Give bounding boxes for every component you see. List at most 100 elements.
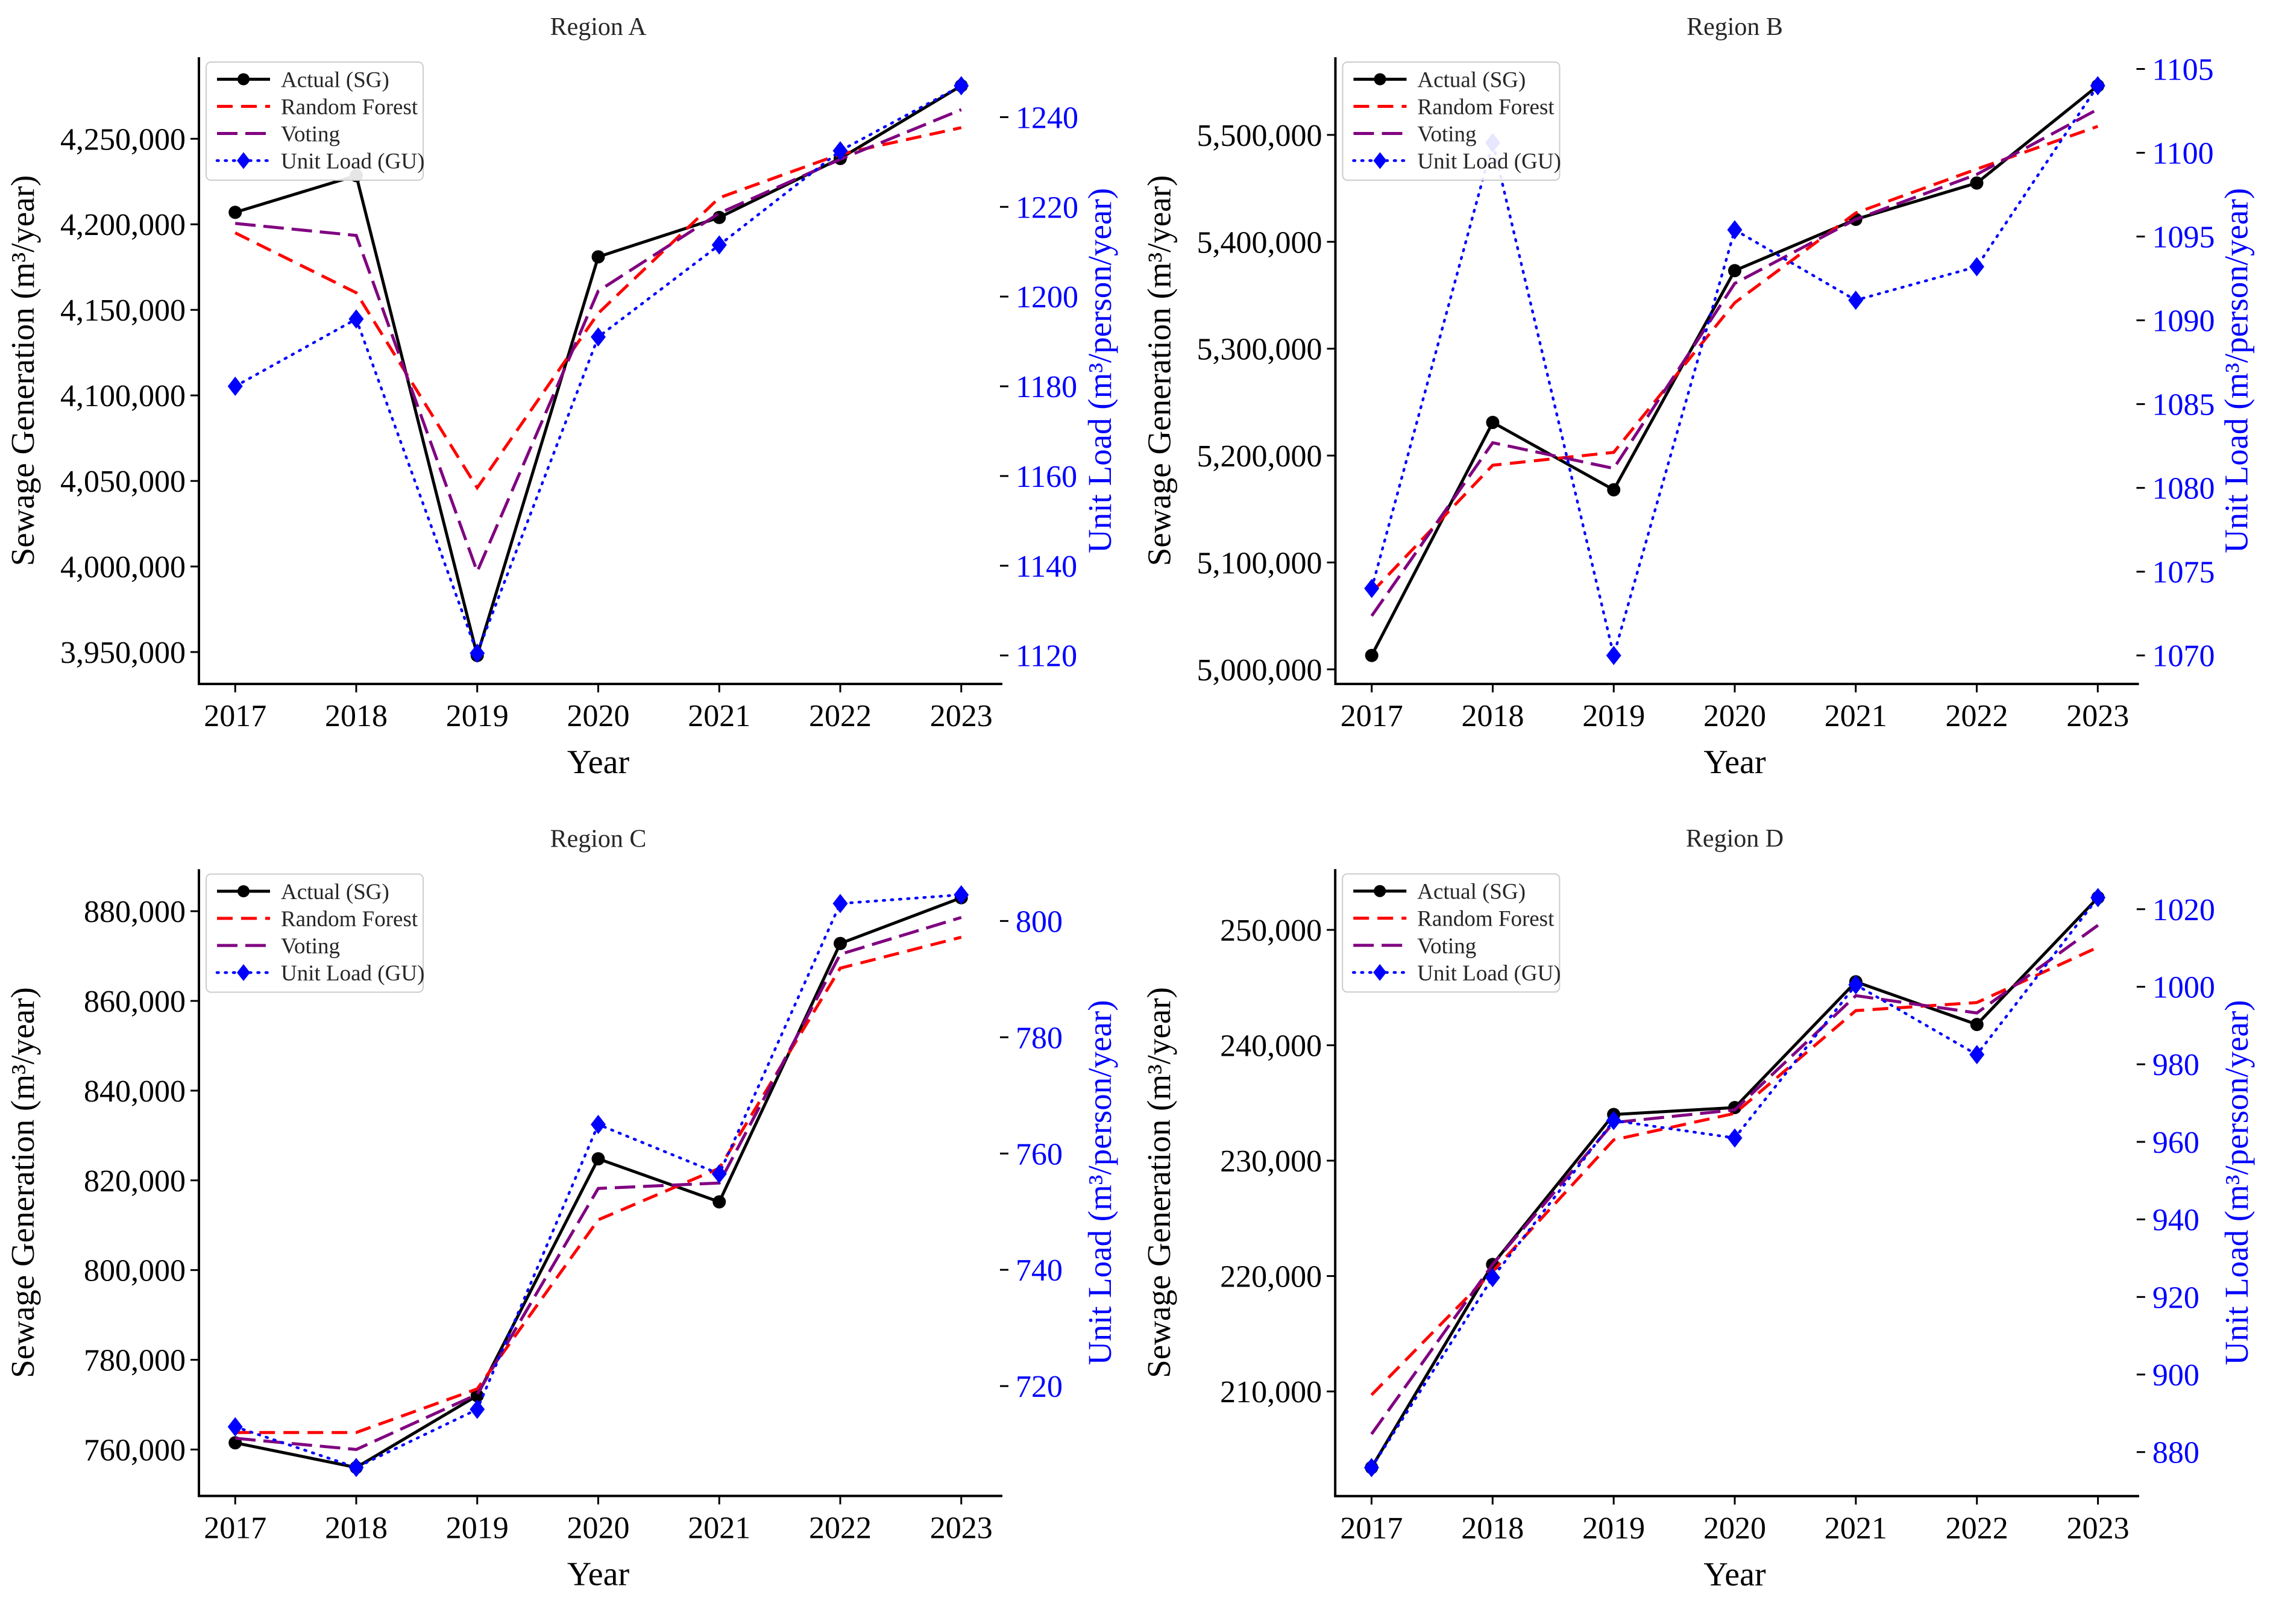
y-tick-label-left: 5,200,000 [1197,439,1322,474]
x-tick-label: 2022 [809,1511,872,1546]
y-tick-label-right: 1220 [1016,190,1078,225]
legend-marker-circle [237,885,250,897]
marker-diamond [832,141,848,161]
y-tick-label-left: 220,000 [1220,1260,1322,1294]
series-group [1364,76,2105,665]
chart-title: Region D [1686,825,1784,853]
legend-label: Random Forest [281,907,418,932]
y-axis-label-left: Sewage Generation (m³/year) [1140,987,1177,1378]
y-axis-right-ticks: 1120 1140 1160 1180 1200 1220 1240 [1000,101,1078,674]
x-tick-label: 2019 [1582,699,1645,733]
marker-diamond [348,1458,364,1478]
y-tick-label-right: 1180 [1016,370,1077,404]
y-tick-label-left: 5,500,000 [1197,119,1322,153]
y-axis-label-right: Unit Load (m³/person/year) [2218,188,2255,553]
x-axis-ticks: 2017 2018 2019 2020 2021 2022 2023 [1340,1496,2130,1546]
y-tick-label-left: 4,000,000 [60,550,186,585]
y-tick-label-right: 740 [1016,1253,1063,1288]
y-tick-label-right: 1240 [1016,101,1078,135]
legend-item-actual-sg: Actual (SG) [1353,68,1526,93]
legend-label: Voting [1417,934,1476,959]
y-tick-label-left: 4,250,000 [60,122,186,157]
y-tick-label-right: 880 [2152,1436,2199,1470]
series-line-random-forest [1370,125,2099,594]
y-axis-left-ticks: 210,000 220,000 230,000 240,000 250,000 [1220,914,1336,1409]
y-tick-label-right: 1140 [1016,550,1077,584]
marker-diamond [1606,645,1621,665]
y-axis-left-ticks: 3,950,000 4,000,000 4,050,000 4,100,000 4,15… [60,122,199,670]
y-tick-label-left: 5,400,000 [1197,225,1322,260]
marker-diamond [711,235,727,255]
marker-diamond [1606,1111,1621,1130]
y-tick-label-right: 1090 [2152,304,2215,339]
series-line-random-forest [1370,945,2099,1396]
marker-circle [228,205,242,219]
marker-circle [1728,264,1741,278]
y-tick-label-right: 1160 [1016,460,1077,494]
x-tick-label: 2021 [688,699,750,733]
y-axis-label-right: Unit Load (m³/person/year) [1081,1000,1118,1365]
chart-title: Region C [550,826,647,853]
marker-circle [1365,648,1379,662]
legend-label: Unit Load (GU) [1417,961,1561,986]
legend-label: Random Forest [1417,907,1555,932]
marker-diamond [591,1115,606,1135]
y-tick-label-right: 960 [2152,1126,2199,1160]
marker-circle [712,1195,726,1209]
y-tick-label-right: 1200 [1016,280,1078,315]
legend-marker-circle [1374,73,1386,86]
axes-spines [198,57,1002,685]
series-line-random-forest [235,935,962,1434]
y-tick-label-right: 940 [2152,1203,2199,1238]
legend-item-random-forest: Random Forest [1353,95,1555,120]
marker-diamond [2090,76,2105,96]
y-axis-right-ticks: 880 900 920 940 960 980 1000 1020 [2136,893,2215,1470]
chart-region-c: Region C 760,000 780,000 800,000 820,000 840,… [0,812,1136,1624]
y-tick-label-left: 5,300,000 [1197,333,1322,367]
x-tick-label: 2017 [1341,699,1403,733]
x-tick-label: 2018 [325,699,388,733]
y-tick-label-left: 5,000,000 [1197,653,1322,688]
y-tick-label-right: 1120 [1016,639,1077,674]
y-tick-label-left: 860,000 [84,985,186,1019]
marker-circle [1970,1018,1984,1032]
y-tick-label-left: 780,000 [84,1344,186,1378]
marker-diamond [1969,257,1984,277]
x-tick-label: 2023 [930,699,993,733]
axes-spines [1334,57,2139,685]
x-axis-label: Year [567,1556,630,1593]
y-tick-label-left: 4,100,000 [60,379,186,413]
legend-label: Random Forest [281,95,418,120]
y-tick-label-left: 760,000 [84,1433,186,1467]
x-tick-label: 2023 [2067,1511,2130,1546]
chart-title: Region B [1687,13,1783,41]
legend-item-random-forest: Random Forest [217,907,418,932]
chart-svg-region-b: Region B 5,000,000 5,100,000 5,200,000 5,300… [1141,13,2255,781]
chart-svg-region-d: Region D 210,000 220,000 230,000 240,000 250,… [1140,825,2255,1593]
legend-item-actual-sg: Actual (SG) [217,68,389,93]
legend-item-unit-load-gu: Unit Load (GU) [1352,149,1561,174]
y-tick-label-right: 980 [2152,1048,2199,1082]
legend-item-voting: Voting [217,934,340,959]
y-tick-label-right: 1020 [2152,893,2215,927]
legend-item-random-forest: Random Forest [217,95,418,120]
x-tick-label: 2022 [1946,699,2008,733]
y-tick-label-left: 240,000 [1220,1029,1322,1064]
y-tick-label-left: 230,000 [1220,1144,1322,1179]
y-axis-right-ticks: 1070 1075 1080 1085 1090 1095 1100 1105 [2136,52,2215,674]
x-tick-label: 2017 [204,699,266,733]
y-tick-label-left: 5,100,000 [1197,546,1322,580]
y-tick-label-left: 4,050,000 [60,465,186,499]
y-tick-label-right: 900 [2152,1358,2199,1393]
legend-label: Voting [1418,122,1477,147]
marker-circle [1607,483,1621,497]
legend-item-voting: Voting [217,122,340,147]
x-axis-ticks: 2017 2018 2019 2020 2021 2022 2023 [1341,684,2129,733]
y-tick-label-right: 1070 [2152,639,2215,674]
y-tick-label-right: 1100 [2152,137,2214,171]
legend-label: Actual (SG) [281,68,389,93]
legend-marker-circle [1374,885,1386,897]
